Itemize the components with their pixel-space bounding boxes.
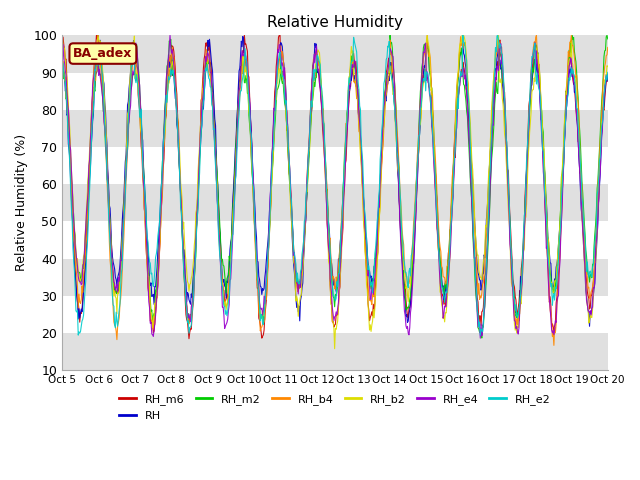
Text: BA_adex: BA_adex (73, 47, 132, 60)
Bar (62, 72, 608, 110)
Legend: RH_m6, RH, RH_m2, RH_b4, RH_b2, RH_e4, RH_e2: RH_m6, RH, RH_m2, RH_b4, RH_b2, RH_e4, R… (115, 390, 556, 425)
Title: Relative Humidity: Relative Humidity (267, 15, 403, 30)
Bar (62, 296, 608, 333)
Bar (62, 110, 608, 147)
Bar (62, 259, 608, 296)
Bar (62, 36, 608, 72)
Bar (62, 147, 608, 184)
Bar (62, 184, 608, 221)
Y-axis label: Relative Humidity (%): Relative Humidity (%) (15, 134, 28, 272)
Bar (62, 333, 608, 371)
Bar (62, 221, 608, 259)
